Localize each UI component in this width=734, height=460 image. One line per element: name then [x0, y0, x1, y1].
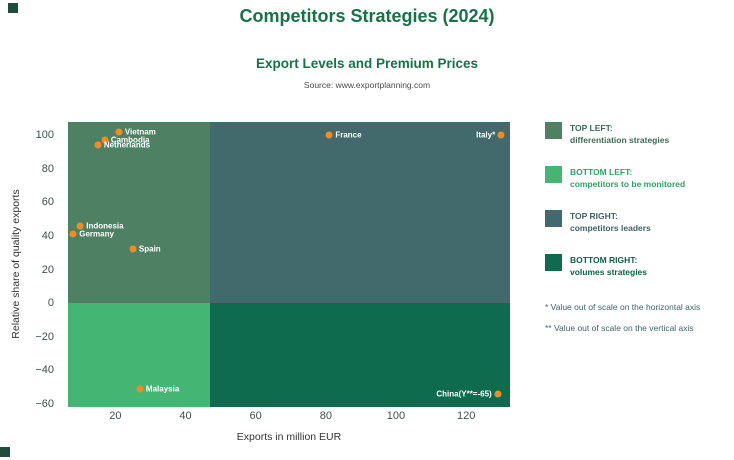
x-tick-label: 100: [386, 410, 406, 422]
x-tick-label: 60: [249, 410, 262, 422]
chart-source: Source: www.exportplanning.com: [303, 80, 431, 90]
legend-item-desc: volumes strategies: [570, 267, 648, 277]
point-label: Germany: [79, 229, 114, 239]
x-tick-label: 80: [319, 410, 332, 422]
y-tick-label: 0: [47, 297, 54, 310]
x-tick-label: 20: [109, 410, 122, 422]
point-label: Malaysia: [145, 384, 180, 394]
point-label: Netherlands: [103, 140, 151, 150]
data-point-spain[interactable]: [129, 245, 137, 253]
data-point-italy[interactable]: [497, 131, 505, 139]
legend-swatch: [545, 166, 562, 183]
legend-item-desc: differentiation strategies: [570, 135, 670, 145]
data-point-china-y-65[interactable]: [494, 390, 502, 398]
data-point-cambodia[interactable]: [101, 136, 109, 144]
y-axis-ticks: 100 80 60 40 20 0 −20 −40 −60: [0, 122, 60, 410]
point-label: China(Y**=-65): [436, 389, 492, 399]
data-point-germany[interactable]: [69, 230, 77, 238]
legend-swatch: [545, 254, 562, 271]
plot-area: Vietnam Cambodia Netherlands France Italy* In…: [68, 122, 510, 407]
point-label: France: [335, 130, 362, 140]
legend-item: TOP LEFT: differentiation strategies: [545, 122, 730, 146]
point-label: Spain: [138, 244, 161, 254]
legend-item-desc: competitors leaders: [570, 223, 651, 233]
legend-swatch: [545, 210, 562, 227]
x-axis-ticks: 20 40 60 80 100 120: [68, 410, 510, 426]
y-tick-label: 20: [41, 263, 54, 276]
corner-mark-top-left: [8, 3, 18, 13]
data-point-indonesia[interactable]: [76, 222, 84, 230]
legend-item-title: BOTTOM LEFT:: [570, 167, 633, 177]
data-point-malaysia[interactable]: [136, 385, 144, 393]
legend-item: BOTTOM LEFT: competitors to be monitored: [545, 166, 730, 190]
legend-item: BOTTOM RIGHT: volumes strategies: [545, 254, 730, 278]
point-label: Italy*: [476, 130, 496, 140]
data-point-france[interactable]: [325, 131, 333, 139]
y-tick-label: 40: [41, 230, 54, 242]
chart-title: Export Levels and Premium Prices: [255, 56, 479, 71]
y-tick-label: 100: [35, 129, 54, 142]
legend-item-desc: competitors to be monitored: [570, 179, 686, 189]
legend-item-title: TOP LEFT:: [570, 123, 613, 133]
x-tick-label: 40: [179, 410, 192, 422]
y-tick-label: 60: [41, 196, 54, 209]
point-label: Indonesia: [86, 221, 124, 231]
x-axis-title: Exports in million EUR: [236, 431, 342, 443]
quadrant-bottom-right: [210, 303, 510, 407]
y-tick-label: −20: [35, 330, 54, 343]
footnote: ** Value out of scale on the vertical ax…: [545, 323, 694, 333]
data-point-netherlands[interactable]: [94, 141, 102, 149]
footnote: * Value out of scale on the horizontal a…: [545, 302, 701, 312]
page-title: Competitors Strategies (2024): [239, 6, 495, 26]
x-tick-label: 120: [456, 410, 476, 422]
legend-item: TOP RIGHT: competitors leaders: [545, 210, 730, 234]
legend-swatch: [545, 122, 562, 139]
footnotes: * Value out of scale on the horizontal a…: [545, 302, 730, 333]
quadrant-top-right: [210, 122, 510, 304]
y-tick-label: −60: [35, 397, 54, 410]
point-label: Vietnam: [124, 127, 156, 137]
legend-item-title: BOTTOM RIGHT:: [570, 255, 638, 265]
y-tick-label: −40: [35, 364, 54, 377]
legend: TOP LEFT: differentiation strategies BOTTO…: [545, 122, 730, 344]
quadrant-top-left: [68, 122, 211, 304]
corner-mark-bottom-left: [0, 447, 10, 457]
data-point-vietnam[interactable]: [115, 128, 123, 136]
y-tick-label: 80: [41, 162, 54, 175]
legend-item-title: TOP RIGHT:: [570, 211, 618, 221]
point-label: Cambodia: [110, 135, 150, 145]
